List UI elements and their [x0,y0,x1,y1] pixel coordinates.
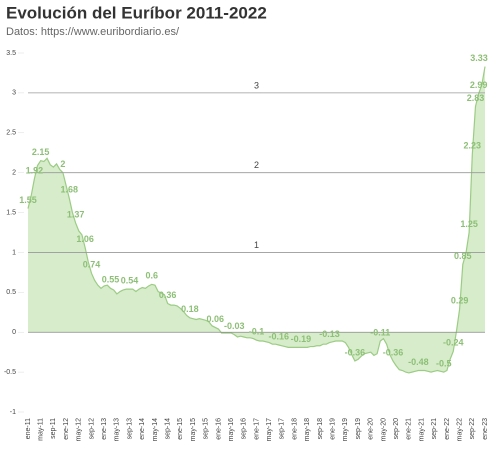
data-label: 2.83 [467,93,485,103]
x-tick-label: sep-16 [241,418,248,440]
x-tick-label: may-21 [418,418,425,441]
area [28,66,485,373]
y-tick-label: 3.5 [6,50,16,57]
x-tick-label: ene-14 [139,418,146,440]
chart-subtitle: Datos: https://www.euribordiario.es/ [6,26,180,38]
x-tick-label: ene-19 [330,418,337,440]
reference-label: 1 [254,240,259,250]
x-tick-label: ene-18 [291,418,298,440]
x-tick-label: may-22 [456,418,463,441]
data-label: -0.36 [345,347,366,357]
data-label: 0.85 [454,251,472,261]
data-label: 0.54 [121,276,139,286]
y-tick-label: -1 [10,409,16,416]
x-tick-label: sep-21 [431,418,438,440]
data-label: 0.18 [181,304,199,314]
data-label: 1.68 [60,185,78,195]
data-label: 2.99 [470,80,488,90]
x-tick-label: may-18 [304,418,311,441]
y-tick-label: 1 [12,249,16,256]
data-label: 0.55 [102,275,120,285]
x-tick-label: may-11 [38,418,45,441]
x-tick-label: may-20 [380,418,387,441]
reference-label: 2 [254,160,259,170]
x-tick-label: ene-16 [215,418,222,440]
data-label: 1.55 [19,195,37,205]
x-tick-label: sep-11 [50,418,57,439]
x-tick-label: sep-20 [393,418,400,440]
x-tick-label: ene-15 [177,418,184,440]
chart-title: Evolución del Euríbor 2011-2022 [6,3,267,22]
x-tick-label: sep-22 [469,418,476,440]
x-tick-label: may-12 [76,418,83,441]
data-label: 0.36 [159,290,177,300]
x-tick-label: ene-21 [406,418,413,440]
x-tick-label: sep-15 [203,418,210,440]
data-label: 0.06 [206,314,224,324]
x-tick-label: may-14 [152,418,159,441]
y-tick-label: 2 [12,170,16,177]
data-label: 1.25 [460,219,478,229]
data-label: -0.11 [370,327,390,337]
y-tick-label: 2.5 [6,130,16,137]
y-tick-label: 3 [12,90,16,97]
x-tick-label: ene-12 [63,418,70,440]
data-label: 0.74 [83,260,101,270]
x-tick-label: may-13 [114,418,121,441]
x-tick-label: ene-11 [25,418,32,439]
reference-label: 3 [254,80,259,90]
x-tick-label: ene-22 [444,418,451,440]
data-label: -0.13 [319,329,340,339]
data-label: 2 [60,159,65,169]
x-tick-label: ene-17 [253,418,260,440]
x-tick-label: sep-19 [355,418,362,440]
data-label: -0.03 [224,321,245,331]
x-tick-label: sep-13 [126,418,133,440]
data-label: -0.36 [383,347,404,357]
x-tick-label: may-16 [228,418,235,441]
x-tick-label: sep-14 [164,418,171,440]
data-label: -0.16 [268,331,289,341]
x-tick-label: ene-20 [368,418,375,440]
data-label: 1.92 [26,165,44,175]
y-tick-label: -0.5 [4,369,16,376]
x-tick-label: ene-13 [101,418,108,440]
data-label: 2.15 [32,147,50,157]
data-label: 2.23 [464,141,482,151]
x-tick-label: may-15 [190,418,197,441]
data-label: -0.24 [443,338,464,348]
x-tick-label: sep-18 [317,418,324,440]
data-label: -0.1 [249,327,265,337]
data-label: 0.6 [146,271,159,281]
y-tick-label: 0.5 [6,289,16,296]
data-label: 3.33 [470,53,488,63]
x-tick-label: sep-17 [279,418,286,440]
data-label: -0.48 [408,357,429,367]
x-tick-label: may-17 [266,418,273,441]
x-tick-label: may-19 [342,418,349,441]
data-label: 1.06 [76,234,94,244]
y-tick-label: 0 [12,329,16,336]
x-tick-label: sep-12 [88,418,95,440]
data-label: 0.29 [451,295,469,305]
data-label: -0.19 [291,334,312,344]
data-label: -0.5 [436,358,452,368]
data-label: 1.37 [67,209,85,219]
x-tick-label: ene-23 [482,418,489,440]
y-tick-label: 1.5 [6,209,16,216]
line [27,66,486,374]
